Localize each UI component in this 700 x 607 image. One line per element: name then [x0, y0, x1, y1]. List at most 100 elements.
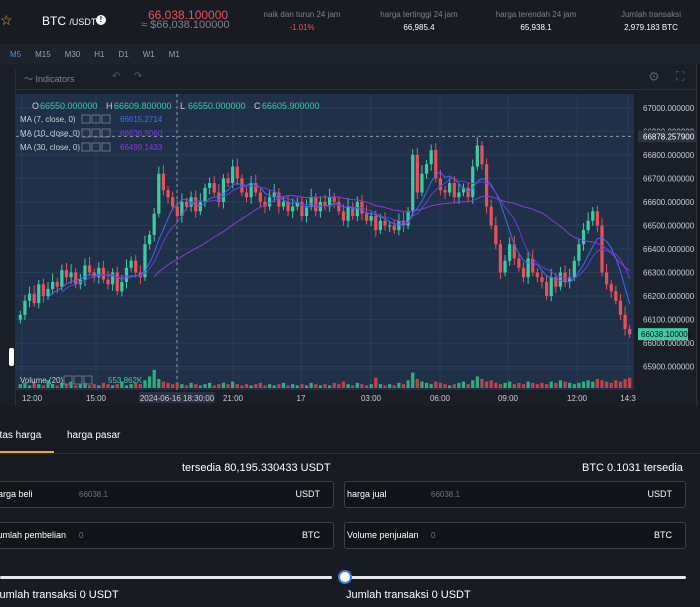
star-icon[interactable]: ☆: [0, 12, 13, 28]
indicators-button[interactable]: 〜 Indicators: [24, 74, 75, 84]
scroll-handle[interactable]: [9, 348, 14, 366]
gear-icon[interactable]: ⚙: [648, 69, 660, 84]
volume-bar: [27, 385, 32, 388]
last-price-badge: [638, 328, 688, 341]
volume-bar: [263, 385, 267, 388]
stat-label: harga terendah 24 jam: [495, 10, 577, 19]
y-tick-label: 66700.000000: [643, 174, 695, 183]
buy-price-field[interactable]: harga beli 66038.1 USDT: [0, 481, 334, 508]
volume-bar: [254, 384, 258, 388]
candle-body: [406, 211, 410, 226]
sell-slider-track[interactable]: [346, 576, 686, 579]
candle-body: [434, 150, 438, 179]
plot-background: [16, 94, 634, 390]
candle-body: [549, 277, 553, 297]
buy-available: tersedia 80,195.330433 USDT: [182, 462, 331, 474]
volume-bar: [134, 382, 138, 388]
ma-legend-icon: [91, 114, 101, 124]
volume-value: 553.862K: [108, 376, 143, 385]
candle-body: [586, 220, 590, 231]
ma-line: [153, 194, 631, 277]
volume-bar: [92, 384, 96, 388]
volume-bar: [212, 385, 216, 388]
volume-bar: [558, 380, 563, 388]
info-icon[interactable]: !: [96, 15, 106, 25]
candle-body: [558, 272, 563, 287]
x-axis: 12:00 15:00 2024-06-16 18:30:00 21:00 17 03:0…: [16, 390, 636, 406]
candle-body: [568, 277, 572, 282]
interval-mn1[interactable]: M1: [168, 49, 180, 59]
sell-price-field[interactable]: harga jual 66038.1 USDT: [344, 481, 686, 508]
stat-value: 65,938.1: [520, 23, 552, 32]
candle-body: [383, 220, 387, 226]
candle-body: [498, 244, 503, 273]
candlestick-chart[interactable]: 67000.00000066900.00000066800.0000006670…: [16, 94, 696, 406]
candle-body: [277, 192, 281, 207]
interval-m15[interactable]: M15: [35, 49, 51, 59]
candle-body: [212, 183, 216, 193]
stat-label: Jumlah transaksi: [620, 10, 682, 19]
interval-d1[interactable]: D1: [118, 49, 129, 59]
volume-bar: [69, 381, 73, 388]
ohlc-value: 66605.900000: [262, 101, 320, 111]
volume-bar: [466, 384, 470, 388]
volume-bar: [51, 384, 55, 388]
volume-bar: [120, 381, 124, 388]
interval-m30[interactable]: M30: [64, 49, 81, 59]
ma-legend-icon: [81, 128, 91, 138]
candle-body: [424, 164, 429, 174]
sell-price-value: 66038.1: [431, 490, 460, 499]
volume-bar: [577, 382, 581, 388]
x-tick-label: 14:3: [620, 394, 636, 403]
buy-qty-field[interactable]: Jumlah pembelian 0 BTC: [0, 522, 334, 549]
volume-bar: [591, 381, 595, 388]
volume-bars: Volume (20) 553.862K: [16, 368, 634, 388]
sell-qty-field[interactable]: Volume penjualan 0 BTC: [344, 522, 686, 549]
candle-body: [581, 230, 586, 245]
tab-market[interactable]: harga pasar: [67, 430, 121, 441]
sell-slider-knob[interactable]: [338, 570, 352, 584]
candle-body: [397, 220, 401, 231]
volume-bar: [484, 381, 489, 388]
sell-qty-value: 0: [431, 531, 436, 540]
volume-bar: [97, 385, 101, 388]
interval-w1[interactable]: W1: [142, 49, 155, 59]
volume-bar: [221, 382, 226, 388]
volume-bar: [595, 379, 599, 388]
volume-bar: [572, 384, 576, 388]
candle-body: [341, 211, 346, 221]
volume-bar: [55, 385, 59, 388]
x-tick-label: 17: [297, 394, 306, 403]
candle-body: [46, 288, 50, 297]
volume-bar: [549, 381, 553, 388]
interval-m5[interactable]: M5: [10, 49, 22, 59]
volume-bar: [526, 381, 530, 388]
candle-body: [355, 201, 359, 217]
ohlc-key: O: [32, 101, 39, 111]
ma-legend-icon: [101, 128, 111, 138]
candle-body: [134, 260, 138, 273]
sell-price-unit: USDT: [647, 489, 673, 499]
candle-body: [618, 300, 623, 315]
candle-body: [217, 192, 221, 202]
candle-body: [526, 258, 530, 278]
volume-bar: [166, 382, 170, 388]
tab-limit[interactable]: atas harga: [0, 430, 42, 441]
candle-body: [494, 225, 498, 245]
volume-bar: [189, 382, 193, 388]
stat-low: harga terendah 24 jam 65,938.1: [490, 10, 582, 32]
redo-icon[interactable]: ↷: [134, 71, 143, 82]
undo-icon[interactable]: ↶: [112, 71, 121, 82]
pair-selector[interactable]: BTC /USDT: [42, 14, 96, 28]
interval-h1[interactable]: H1: [94, 49, 105, 59]
candle-body: [300, 201, 304, 217]
crosshair-price-badge: [638, 130, 696, 143]
buy-price-unit: USDT: [295, 489, 321, 499]
buy-slider-track[interactable]: [0, 576, 332, 579]
fullscreen-icon[interactable]: ⛶: [676, 69, 685, 83]
ma-legend-name: MA (10, close, 0): [20, 129, 80, 138]
volume-bar: [295, 385, 299, 388]
ma-legend-icon: [81, 142, 91, 152]
candle-body: [544, 281, 549, 297]
